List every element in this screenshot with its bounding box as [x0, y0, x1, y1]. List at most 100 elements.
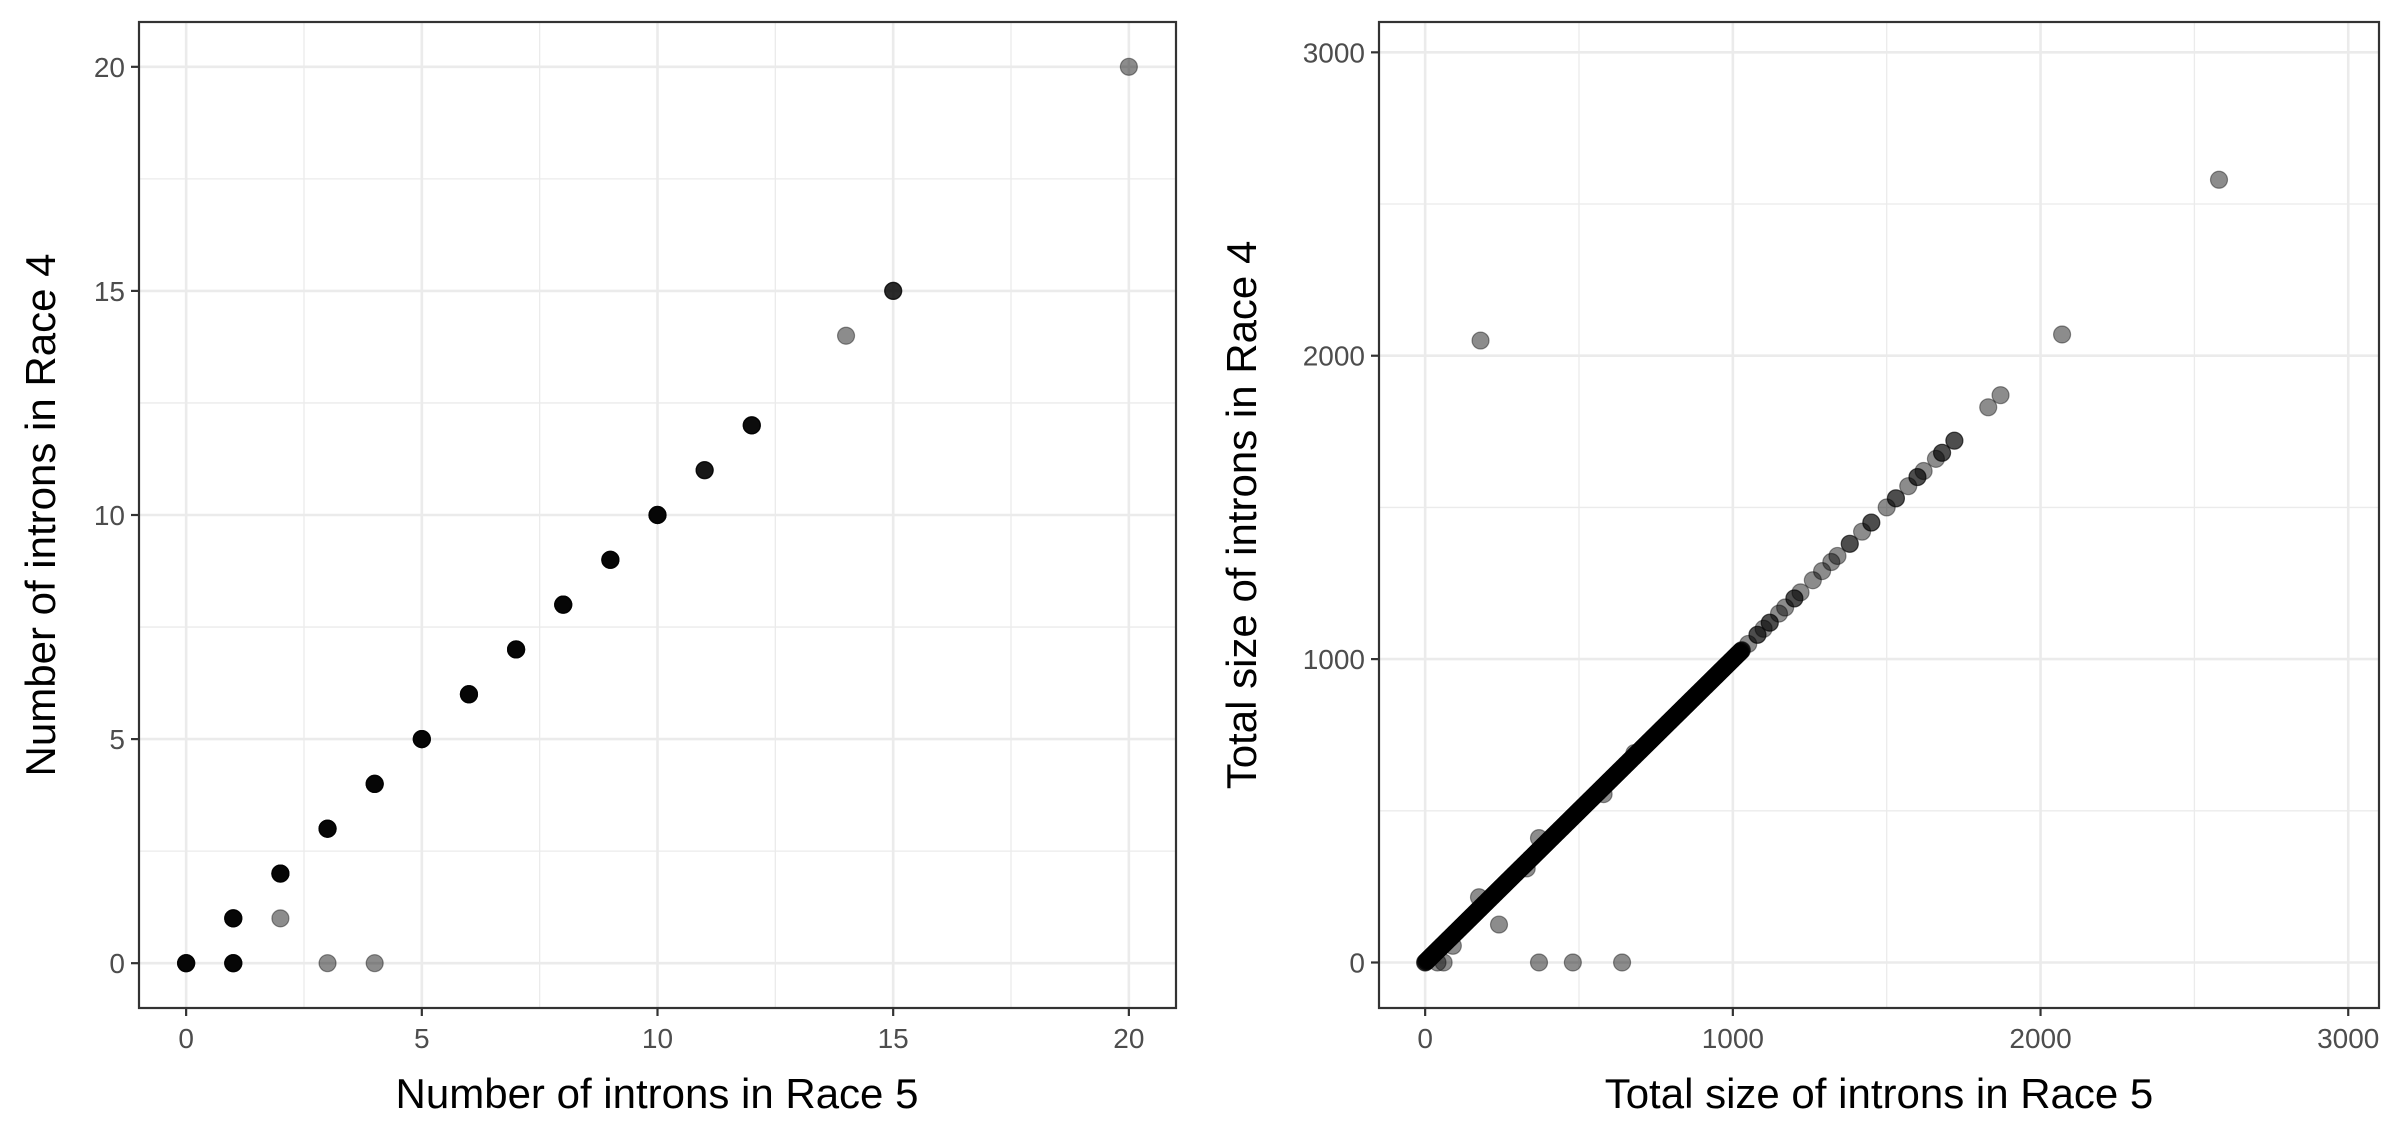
- data-point: [1522, 848, 1541, 867]
- data-point: [1696, 676, 1715, 695]
- data-point: [1589, 782, 1608, 801]
- data-point: [1481, 888, 1500, 907]
- data-point: [1569, 802, 1588, 821]
- data-point: [1555, 815, 1574, 835]
- data-point: [1554, 816, 1573, 836]
- data-point: [1580, 791, 1599, 810]
- data-point: [1499, 871, 1518, 890]
- data-point: [1719, 653, 1738, 673]
- data-point: [1717, 655, 1737, 674]
- data-point: [1704, 668, 1724, 687]
- data-point: [1416, 953, 1435, 972]
- data-point: [412, 729, 431, 749]
- data-point: [1626, 745, 1645, 765]
- data-point: [1654, 718, 1673, 737]
- data-point: [1533, 837, 1552, 857]
- data-point: [1584, 786, 1604, 806]
- data-point: [1709, 663, 1728, 683]
- data-point: [1723, 650, 1742, 669]
- data-point: [1464, 905, 1484, 924]
- data-point: [601, 550, 620, 569]
- data-point: [1585, 785, 1605, 805]
- data-point: [1914, 461, 1933, 481]
- data-point: [1441, 927, 1461, 947]
- data-point: [1512, 858, 1531, 877]
- data-point: [1508, 862, 1527, 881]
- data-point: [1718, 654, 1738, 674]
- data-point: [1505, 865, 1524, 884]
- data-point: [1497, 873, 1516, 892]
- data-point: [1672, 700, 1691, 719]
- data-point: [1422, 947, 1441, 966]
- data-point: [1475, 895, 1494, 914]
- data-point: [1531, 839, 1550, 858]
- data-point: [1432, 937, 1451, 956]
- data-point: [1574, 796, 1594, 816]
- data-point: [1536, 835, 1555, 854]
- data-point: [1624, 747, 1643, 766]
- data-point: [365, 954, 384, 973]
- data-point: [1707, 665, 1726, 684]
- data-point: [1562, 808, 1582, 827]
- data-point: [1476, 893, 1496, 912]
- data-point: [1608, 763, 1628, 782]
- data-point: [1483, 886, 1502, 906]
- data-point: [1579, 792, 1598, 811]
- data-point: [1452, 917, 1471, 937]
- data-point: [1730, 643, 1750, 662]
- data-point: [1538, 832, 1558, 851]
- data-point: [1677, 695, 1696, 715]
- data-point: [1553, 817, 1572, 836]
- data-point: [1620, 751, 1640, 770]
- data-point: [1462, 907, 1481, 927]
- data-point: [1507, 863, 1526, 882]
- data-point: [1688, 684, 1707, 704]
- data-point: [1467, 902, 1486, 921]
- data-point: [1520, 850, 1539, 869]
- data-point: [1591, 780, 1610, 799]
- data-point: [1574, 796, 1594, 816]
- data-point: [601, 550, 620, 569]
- data-point: [1639, 733, 1658, 752]
- data-point: [554, 595, 573, 614]
- data-point: [1530, 840, 1549, 859]
- data-point: [1657, 714, 1677, 734]
- data-point: [1713, 660, 1732, 679]
- data-point: [1503, 866, 1522, 886]
- data-point: [1886, 489, 1906, 508]
- data-point: [1557, 814, 1576, 833]
- data-point: [177, 954, 196, 973]
- data-point: [1589, 782, 1608, 801]
- data-point: [1621, 750, 1641, 769]
- data-point: [1529, 829, 1549, 848]
- data-point: [1561, 809, 1581, 828]
- data-point: [1507, 863, 1526, 882]
- data-point: [1632, 739, 1652, 758]
- data-point: [1571, 800, 1590, 819]
- data-point: [1615, 756, 1634, 775]
- data-point: [1697, 675, 1716, 694]
- data-point: [1572, 799, 1591, 818]
- data-point: [177, 954, 196, 973]
- data-point: [1548, 823, 1567, 842]
- data-point: [1525, 845, 1545, 864]
- data-point: [1442, 926, 1462, 946]
- data-point: [459, 685, 479, 704]
- data-point: [1600, 771, 1619, 790]
- data-point: [177, 954, 196, 973]
- data-point: [1710, 663, 1729, 682]
- data-point: [1559, 812, 1578, 831]
- data-point: [1576, 795, 1595, 814]
- data-point: [1633, 738, 1653, 757]
- data-point: [1517, 853, 1536, 872]
- data-point: [1672, 700, 1691, 719]
- data-point: [1529, 953, 1549, 972]
- data-point: [1464, 906, 1483, 925]
- data-point: [1417, 951, 1437, 970]
- data-point: [1669, 703, 1689, 722]
- data-point: [1550, 820, 1570, 839]
- data-point: [1629, 743, 1648, 762]
- data-point: [1852, 522, 1872, 541]
- data-point: [224, 909, 243, 928]
- data-point: [1556, 815, 1575, 834]
